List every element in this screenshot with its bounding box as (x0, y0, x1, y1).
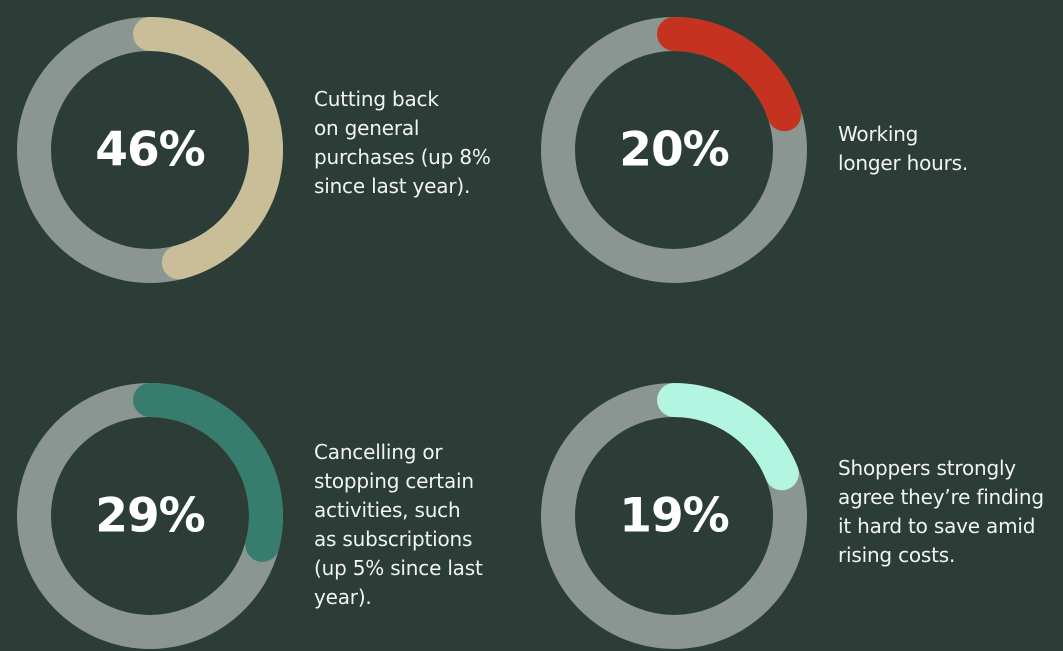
description-3-line-1: Cancelling or (314, 440, 443, 464)
donut-chart-1: 46% (17, 17, 283, 283)
donut-panel-1: 46% Cutting back on general purchases (u… (0, 0, 531, 325)
description-4-line-3: it hard to save amid (838, 514, 1036, 538)
description-1-line-2: on general (314, 116, 420, 140)
description-2-line-1: Working (838, 122, 919, 146)
description-3: Cancelling or stopping certain activitie… (314, 438, 483, 612)
description-2-line-2: longer hours. (838, 151, 969, 175)
description-2: Working longer hours. (838, 120, 968, 178)
donut-arc-1 (133, 17, 283, 280)
donut-panel-4: 19% Shoppers strongly agree they’re find… (520, 326, 1051, 651)
description-1-line-4: since last year). (314, 174, 471, 198)
description-3-line-3: activities, such (314, 498, 461, 522)
percentage-label-3: 29% (95, 489, 205, 544)
donut-panel-2: 20% Working longer hours. (520, 0, 1051, 325)
donut-arc-4 (657, 383, 799, 491)
description-4: Shoppers strongly agree they’re finding … (838, 454, 1044, 570)
description-4-line-4: rising costs. (838, 543, 956, 567)
description-1-line-3: purchases (up 8% (314, 145, 491, 169)
description-3-line-4: as subscriptions (314, 527, 473, 551)
percentage-label-1: 46% (95, 123, 205, 178)
percentage-label-4: 19% (619, 489, 729, 544)
donut-panel-3: 29% Cancelling or stopping certain activ… (0, 326, 531, 651)
donut-arc-3 (133, 383, 283, 562)
donut-chart-2: 20% (541, 17, 807, 283)
donut-chart-3: 29% (17, 383, 283, 649)
donut-chart-4: 19% (541, 383, 807, 649)
description-3-line-6: year). (314, 585, 372, 609)
description-1-line-1: Cutting back (314, 87, 439, 111)
description-3-line-2: stopping certain (314, 469, 474, 493)
donut-arc-2 (657, 17, 802, 132)
description-1: Cutting back on general purchases (up 8%… (314, 85, 491, 201)
description-4-line-2: agree they’re finding (838, 485, 1044, 509)
percentage-label-2: 20% (619, 123, 729, 178)
description-3-line-5: (up 5% since last (314, 556, 483, 580)
description-4-line-1: Shoppers strongly (838, 456, 1016, 480)
